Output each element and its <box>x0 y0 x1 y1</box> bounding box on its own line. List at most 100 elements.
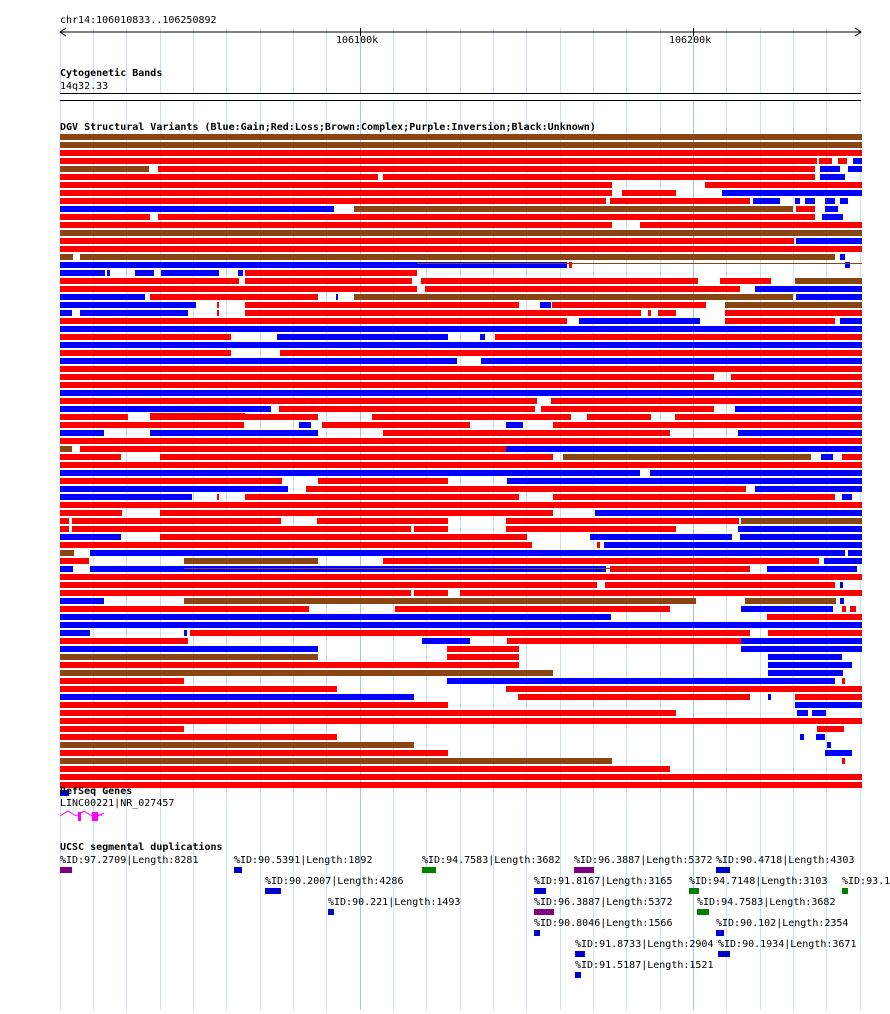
dgv-loss-variant[interactable] <box>60 158 817 164</box>
cytoband-ideogram[interactable] <box>60 93 861 101</box>
segdup-feature[interactable] <box>328 909 334 915</box>
dgv-loss-variant[interactable] <box>60 542 532 548</box>
segdup-feature[interactable] <box>534 888 546 894</box>
dgv-loss-variant[interactable] <box>842 606 846 612</box>
segdup-feature[interactable] <box>574 867 594 873</box>
dgv-loss-variant[interactable] <box>60 350 231 356</box>
segdup-feature[interactable] <box>842 888 848 894</box>
dgv-gain-variant[interactable] <box>755 486 862 492</box>
dgv-gain-variant[interactable] <box>277 334 448 340</box>
dgv-loss-variant[interactable] <box>60 422 244 428</box>
segdup-feature[interactable] <box>716 930 724 936</box>
dgv-loss-variant[interactable] <box>553 422 862 428</box>
dgv-loss-variant[interactable] <box>60 414 128 420</box>
dgv-gain-variant[interactable] <box>161 270 219 276</box>
dgv-loss-variant[interactable] <box>160 454 553 460</box>
dgv-gain-variant[interactable] <box>60 270 105 276</box>
dgv-loss-variant[interactable] <box>306 486 746 492</box>
dgv-gain-variant[interactable] <box>796 294 862 300</box>
dgv-loss-variant[interactable] <box>60 582 597 588</box>
dgv-gain-variant[interactable] <box>753 198 780 204</box>
dgv-gain-variant[interactable] <box>842 494 852 500</box>
dgv-gain-variant[interactable] <box>825 198 835 204</box>
dgv-loss-variant[interactable] <box>60 710 676 716</box>
dgv-loss-variant[interactable] <box>506 526 676 532</box>
dgv-loss-variant[interactable] <box>60 190 612 196</box>
dgv-gain-variant[interactable] <box>755 286 862 292</box>
dgv-complex-variant[interactable] <box>60 654 318 660</box>
dgv-gain-variant[interactable] <box>447 678 835 684</box>
dgv-loss-variant[interactable] <box>60 438 862 444</box>
dgv-loss-variant[interactable] <box>60 214 150 220</box>
segdup-feature[interactable] <box>234 867 242 873</box>
dgv-loss-variant[interactable] <box>158 214 815 220</box>
dgv-gain-variant[interactable] <box>135 270 154 276</box>
dgv-loss-variant[interactable] <box>245 310 641 316</box>
dgv-gain-variant[interactable] <box>820 166 840 172</box>
dgv-gain-variant[interactable] <box>853 158 862 164</box>
dgv-gain-variant[interactable] <box>60 694 414 700</box>
dgv-gain-variant[interactable] <box>824 558 862 564</box>
dgv-gain-variant[interactable] <box>60 406 271 412</box>
dgv-gain-variant[interactable] <box>481 358 862 364</box>
dgv-loss-variant[interactable] <box>279 406 535 412</box>
dgv-loss-variant[interactable] <box>383 558 819 564</box>
dgv-complex-variant[interactable] <box>563 454 811 460</box>
dgv-loss-variant[interactable] <box>731 374 862 380</box>
dgv-loss-variant[interactable] <box>838 158 847 164</box>
dgv-gain-variant[interactable] <box>768 654 842 660</box>
dgv-loss-variant[interactable] <box>551 398 862 404</box>
dgv-complex-variant[interactable] <box>60 166 149 172</box>
dgv-complex-variant[interactable] <box>354 206 793 212</box>
dgv-loss-variant[interactable] <box>414 526 448 532</box>
dgv-loss-variant[interactable] <box>60 574 862 580</box>
dgv-gain-variant[interactable] <box>60 294 145 300</box>
dgv-loss-variant[interactable] <box>60 662 519 668</box>
dgv-loss-variant[interactable] <box>675 414 862 420</box>
dgv-gain-variant[interactable] <box>840 598 844 604</box>
dgv-gain-variant[interactable] <box>540 302 551 308</box>
dgv-loss-variant[interactable] <box>60 150 862 156</box>
dgv-loss-variant[interactable] <box>280 350 862 356</box>
dgv-gain-variant[interactable] <box>60 566 73 572</box>
dgv-loss-variant[interactable] <box>705 182 862 188</box>
dgv-loss-variant[interactable] <box>60 398 537 404</box>
dgv-gain-variant[interactable] <box>845 262 850 268</box>
dgv-gain-variant[interactable] <box>768 662 852 668</box>
dgv-loss-variant[interactable] <box>60 174 378 180</box>
dgv-loss-variant[interactable] <box>447 646 519 652</box>
dgv-loss-variant[interactable] <box>817 726 844 732</box>
dgv-loss-variant[interactable] <box>60 638 188 644</box>
dgv-gain-variant[interactable] <box>650 470 862 476</box>
dgv-loss-variant[interactable] <box>60 462 862 468</box>
dgv-loss-variant[interactable] <box>150 294 318 300</box>
dgv-gain-variant[interactable] <box>821 454 833 460</box>
dgv-loss-variant[interactable] <box>60 766 670 772</box>
dgv-loss-variant[interactable] <box>245 278 412 284</box>
segdup-feature[interactable] <box>265 888 281 894</box>
dgv-loss-variant[interactable] <box>60 334 231 340</box>
dgv-complex-variant[interactable] <box>725 302 862 308</box>
dgv-loss-variant[interactable] <box>60 734 337 740</box>
dgv-loss-variant[interactable] <box>318 478 448 484</box>
segdup-feature[interactable] <box>716 867 730 873</box>
dgv-gain-variant[interactable] <box>822 214 843 220</box>
dgv-loss-variant[interactable] <box>60 478 282 484</box>
dgv-loss-variant[interactable] <box>495 334 862 340</box>
dgv-loss-variant[interactable] <box>60 702 448 708</box>
dgv-gain-variant[interactable] <box>579 318 700 324</box>
dgv-gain-variant[interactable] <box>506 446 862 452</box>
dgv-gain-variant[interactable] <box>825 750 852 756</box>
dgv-loss-variant[interactable] <box>72 526 411 532</box>
dgv-gain-variant[interactable] <box>740 534 862 540</box>
dgv-loss-variant[interactable] <box>60 382 862 388</box>
dgv-loss-variant[interactable] <box>72 518 281 524</box>
dgv-gain-variant[interactable] <box>816 734 825 740</box>
dgv-complex-variant[interactable] <box>745 598 836 604</box>
segdup-feature[interactable] <box>718 951 730 957</box>
segdup-feature[interactable] <box>575 972 581 978</box>
dgv-loss-variant[interactable] <box>569 262 572 268</box>
dgv-loss-variant[interactable] <box>60 782 862 788</box>
dgv-loss-variant[interactable] <box>80 446 506 452</box>
dgv-loss-variant[interactable] <box>768 630 862 636</box>
